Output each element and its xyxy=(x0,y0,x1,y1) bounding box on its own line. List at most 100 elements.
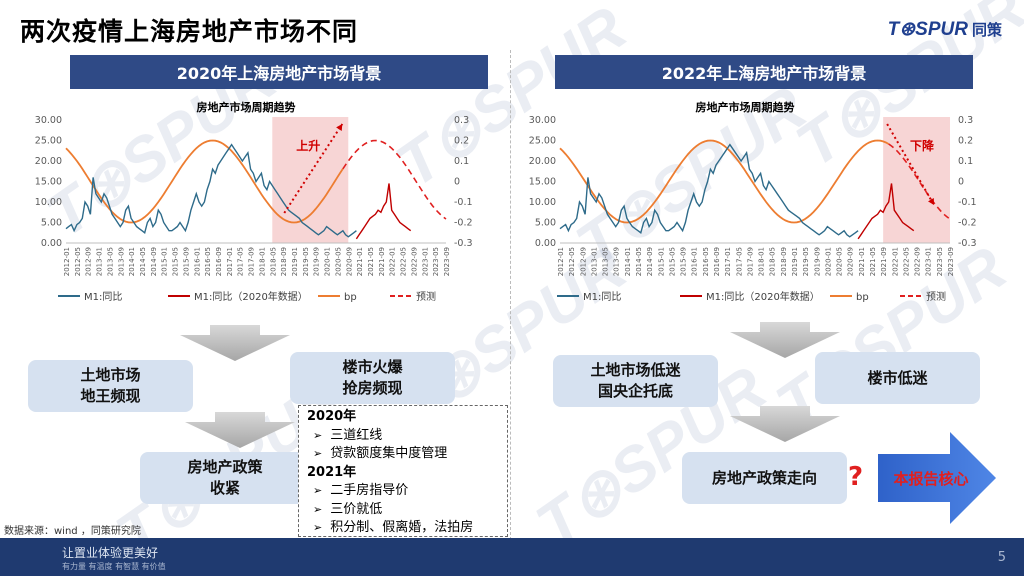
question-mark: ? xyxy=(848,462,864,492)
x-tick-label: 2022-05 xyxy=(902,247,910,276)
series-bp-line xyxy=(65,139,344,224)
y-right-tick-label: 0 xyxy=(958,177,964,188)
x-tick-label: 2013-05 xyxy=(602,247,610,276)
y-right-tick-label: 0.3 xyxy=(454,115,469,126)
x-tick-label: 2013-09 xyxy=(117,247,125,276)
cycle-chart-2020-svg: 房地产市场周期趋势 0.00 5.00 10.00 15.00 20.00 25.00 30.… xyxy=(35,100,473,303)
legend-label: M1:同比（2020年数据） xyxy=(706,290,820,303)
box-land-market-2020: 土地市场 地王频现 xyxy=(28,360,193,412)
series-m1-line xyxy=(559,143,859,238)
legend-label: 预测 xyxy=(416,290,436,303)
x-tick-label: 2021-01 xyxy=(858,247,866,276)
y-left-tick-label: 0.00 xyxy=(535,238,556,249)
x-tick-label: 2013-05 xyxy=(106,247,114,276)
x-tick-label: 2015-05 xyxy=(668,247,676,276)
x-tick-label: 2022-09 xyxy=(914,247,922,276)
series-bp-line xyxy=(559,139,890,224)
x-tick-label: 2021-05 xyxy=(367,247,375,276)
series-forecast-line xyxy=(888,143,951,220)
x-tick-label: 2015-09 xyxy=(680,247,688,276)
box-market-line1: 楼市低迷 xyxy=(867,368,928,387)
x-tick-label: 2022-05 xyxy=(400,247,408,276)
core-label: 本报告核心 xyxy=(893,470,969,488)
x-tick-label: 2014-05 xyxy=(139,247,147,276)
x-tick-label: 2015-01 xyxy=(161,247,169,276)
x-tick-label: 2020-05 xyxy=(836,247,844,276)
x-tick-label: 2020-09 xyxy=(345,247,353,276)
cycle-chart-2022: 房地产市场周期趋势 0.00 5.00 10.00 15.00 20.00 25.00 30.… xyxy=(512,95,1002,320)
x-tick-label: 2018-05 xyxy=(269,247,277,276)
x-tick-label: 2021-05 xyxy=(869,247,877,276)
x-tick-label: 2017-09 xyxy=(248,247,256,276)
x-tick-label: 2020-01 xyxy=(324,247,332,276)
company-logo: T⊛SPUR 同策 xyxy=(888,18,1002,41)
x-tick-label: 2018-09 xyxy=(280,247,288,276)
legend-label: bp xyxy=(344,292,357,303)
footer-subtitle: 有力量 有温度 有智慧 有价值 xyxy=(62,562,166,571)
x-tick-label: 2014-09 xyxy=(150,247,158,276)
x-tick-label: 2019-09 xyxy=(313,247,321,276)
box-policy-line1: 房地产政策 xyxy=(187,458,263,476)
x-tick-label: 2013-09 xyxy=(613,247,621,276)
x-tick-label: 2020-05 xyxy=(334,247,342,276)
y-right-tick-label: 0.3 xyxy=(958,115,973,126)
x-tick-label: 2017-01 xyxy=(226,247,234,276)
x-tick-label: 2018-09 xyxy=(780,247,788,276)
page-number: 5 xyxy=(997,550,1006,565)
y-left-tick-label: 15.00 xyxy=(35,177,62,188)
y-left-tick-label: 25.00 xyxy=(35,136,62,147)
x-tick-label: 2020-09 xyxy=(847,247,855,276)
y-right-tick-label: -0.2 xyxy=(454,218,473,229)
policy-item: 三价就低 xyxy=(307,501,499,520)
legend-label: M1:同比（2020年数据） xyxy=(194,290,308,303)
trend-label: 下降 xyxy=(910,138,935,153)
trend-arrow-line xyxy=(886,123,935,206)
x-tick-label: 2014-01 xyxy=(128,247,136,276)
y-left-tick-label: 20.00 xyxy=(529,156,556,167)
y-left-tick-label: 10.00 xyxy=(529,197,556,208)
chart-title: 房地产市场周期趋势 xyxy=(696,100,795,114)
box-land-line1: 土地市场 xyxy=(80,366,141,384)
y-right-tick-label: 0.2 xyxy=(958,136,973,147)
cycle-chart-2020: 房地产市场周期趋势 0.00 5.00 10.00 15.00 20.00 25.00 30.… xyxy=(18,95,498,320)
y-left-tick-label: 0.00 xyxy=(41,238,62,249)
x-tick-label: 2022-09 xyxy=(410,247,418,276)
section-divider xyxy=(510,50,511,540)
chart-title: 房地产市场周期趋势 xyxy=(197,100,296,114)
highlight-region xyxy=(883,117,950,243)
y-right-tick-label: 0.1 xyxy=(958,156,973,167)
series-forecast-line xyxy=(342,139,447,220)
x-tick-label: 2018-01 xyxy=(258,247,266,276)
x-tick-label: 2012-09 xyxy=(85,247,93,276)
x-tick-label: 2015-01 xyxy=(657,247,665,276)
x-tick-label: 2016-09 xyxy=(713,247,721,276)
trend-label: 上升 xyxy=(296,138,320,153)
legend-label: 预测 xyxy=(926,290,946,303)
x-tick-label: 2019-05 xyxy=(802,247,810,276)
x-tick-label: 2016-09 xyxy=(215,247,223,276)
x-tick-label: 2014-09 xyxy=(646,247,654,276)
x-tick-label: 2016-01 xyxy=(691,247,699,276)
y-left-tick-label: 25.00 xyxy=(529,136,556,147)
x-tick-label: 2013-01 xyxy=(590,247,598,276)
flow-arrow-down-icon xyxy=(730,406,840,442)
box-policy-2022: 房地产政策走向 xyxy=(682,452,847,504)
series-m1-2020-line xyxy=(355,183,412,240)
x-tick-label: 2021-09 xyxy=(880,247,888,276)
data-source: 数据来源：wind ，同策研究院 xyxy=(4,526,141,537)
logo-brand: T⊛SPUR xyxy=(887,19,968,40)
y-right-tick-label: -0.1 xyxy=(958,197,977,208)
x-tick-label: 2018-05 xyxy=(769,247,777,276)
x-tick-label: 2019-01 xyxy=(791,247,799,276)
x-tick-label: 2023-09 xyxy=(947,247,955,276)
x-tick-label: 2012-05 xyxy=(74,247,82,276)
section-header-2020: 2020年上海房地产市场背景 xyxy=(70,55,488,89)
box-land-line2: 地王频现 xyxy=(80,387,141,405)
x-tick-label: 2012-05 xyxy=(568,247,576,276)
x-tick-label: 2018-01 xyxy=(758,247,766,276)
footer-bar: 让置业体验更美好 有力量 有温度 有智慧 有价值 5 xyxy=(0,538,1024,576)
box-market-line1: 楼市火爆 xyxy=(342,358,403,376)
series-m1-line xyxy=(65,143,357,238)
x-tick-label: 2020-01 xyxy=(824,247,832,276)
policy-item: 三道红线 xyxy=(307,427,499,446)
